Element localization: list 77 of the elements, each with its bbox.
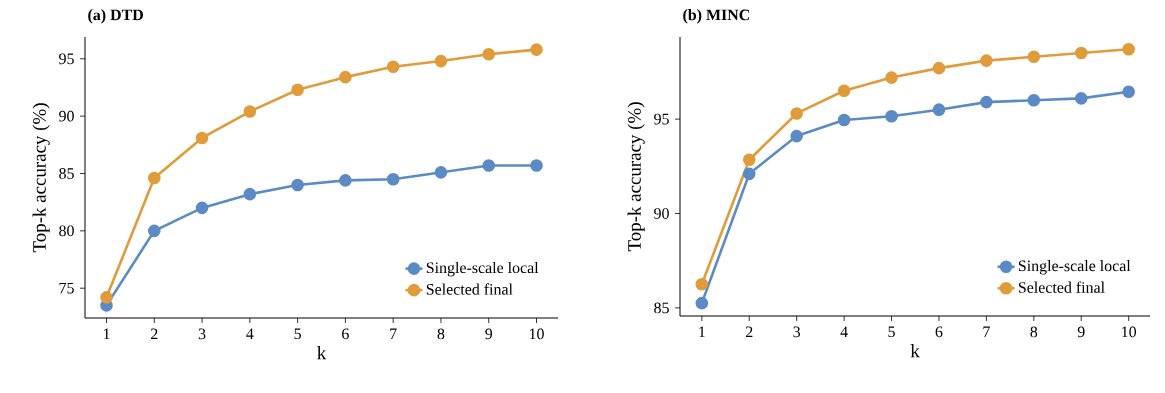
point — [434, 54, 448, 68]
point — [932, 103, 946, 116]
x-tick-label: 4 — [246, 328, 254, 340]
x-tick-label: 3 — [793, 326, 801, 338]
point — [980, 54, 993, 67]
x-tick-label: 3 — [198, 328, 206, 340]
point — [530, 43, 543, 56]
point — [1122, 85, 1135, 99]
y-tick-label: 95 — [59, 53, 74, 65]
y-tick-label: 85 — [654, 302, 669, 314]
point — [482, 47, 496, 61]
x-tick-label: 2 — [151, 328, 158, 340]
y-tick-label: 90 — [654, 208, 669, 219]
point — [790, 129, 803, 143]
point — [386, 60, 400, 74]
x-tick-label: 1 — [103, 328, 110, 340]
legend-label: Single-scale local — [426, 261, 539, 277]
x-tick-label: 2 — [745, 326, 753, 338]
point — [1027, 50, 1041, 64]
point — [695, 296, 709, 310]
legend-label: Selected final — [1018, 281, 1105, 293]
point — [885, 71, 898, 84]
point — [837, 113, 851, 127]
x-axis-title: k — [910, 344, 920, 358]
x-tick-label: 9 — [1077, 326, 1085, 338]
legend-label: Single-scale local — [1018, 260, 1131, 275]
x-tick-label: 4 — [840, 326, 848, 338]
point — [1074, 92, 1088, 105]
point — [147, 171, 161, 185]
x-tick-label: 5 — [294, 328, 301, 340]
point — [885, 109, 898, 123]
x-tick-label: 9 — [485, 328, 493, 340]
point — [1027, 93, 1041, 107]
point — [530, 159, 543, 172]
x-tick-label: 8 — [437, 328, 445, 340]
y-tick-label: 90 — [59, 110, 74, 122]
point — [243, 187, 257, 201]
x-tick-label: 7 — [983, 326, 990, 337]
point — [339, 174, 352, 187]
y-tick-label: 85 — [59, 168, 74, 179]
point — [339, 70, 352, 84]
point — [837, 84, 851, 98]
point — [695, 277, 709, 291]
x-tick-label: 5 — [888, 326, 895, 338]
point — [100, 291, 113, 304]
point — [243, 105, 257, 118]
x-tick-label: 10 — [529, 328, 544, 340]
point — [742, 153, 756, 166]
point — [1122, 42, 1135, 56]
point — [790, 107, 803, 120]
y-axis-title: Top-k accuracy (%) — [627, 102, 645, 252]
y-axis-title: Top-k accuracy (%) — [32, 103, 50, 253]
y-tick-label: 95 — [654, 113, 669, 125]
x-tick-label: 10 — [1122, 326, 1137, 338]
x-tick-label: 8 — [1030, 326, 1038, 338]
point — [291, 83, 304, 97]
point — [195, 201, 209, 215]
point — [1074, 46, 1088, 60]
point — [742, 167, 756, 181]
point — [482, 159, 496, 172]
point — [195, 131, 209, 145]
chart-title: (a) DTD — [88, 9, 143, 24]
point — [291, 178, 304, 192]
x-tick-label: 6 — [342, 328, 349, 340]
y-tick-label: 80 — [59, 225, 74, 237]
x-tick-label: 7 — [390, 328, 397, 339]
x-tick-label: 6 — [935, 326, 943, 338]
legend-label: Selected final — [426, 283, 513, 295]
y-tick-label: 75 — [59, 282, 74, 294]
x-axis-title: k — [317, 346, 327, 360]
chart-title: (b) MINC — [683, 9, 750, 24]
point — [147, 224, 161, 238]
point — [434, 166, 448, 179]
point — [980, 95, 993, 109]
point — [932, 61, 946, 75]
x-tick-label: 1 — [699, 326, 705, 338]
point — [386, 172, 400, 186]
